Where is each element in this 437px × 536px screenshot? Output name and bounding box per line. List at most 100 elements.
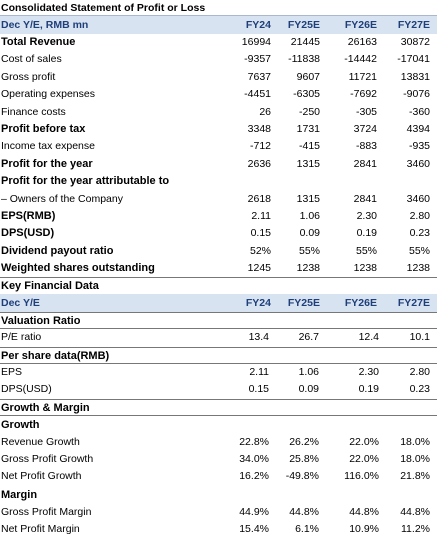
cell-value: 2.80	[409, 209, 430, 222]
cell-value: 11.2%	[401, 523, 430, 536]
cell-value: -712	[249, 140, 271, 153]
table-row: Gross Profit Growth 34.0% 25.8% 22.0% 18.0%	[0, 451, 437, 468]
cell-value: 3724	[353, 122, 377, 135]
cell-value: 26.7	[298, 331, 319, 344]
cell-value: 0.15	[248, 383, 269, 396]
cell-value: 4394	[406, 122, 430, 135]
table-row: DPS(USD) 0.15 0.09 0.19 0.23	[0, 225, 437, 242]
table-row: EPS(RMB) 2.11 1.06 2.30 2.80	[0, 208, 437, 225]
cell-value: 0.09	[299, 227, 320, 240]
row-label: EPS(RMB)	[1, 209, 56, 222]
cell-value: 18.0%	[400, 453, 430, 466]
cell-value: -9076	[403, 88, 430, 101]
cell-value: 34.0%	[239, 453, 269, 466]
cell-value: -11838	[288, 53, 320, 66]
table-row: Revenue Growth 22.8% 26.2% 22.0% 18.0%	[0, 434, 437, 451]
kfd-header-col: FY26E	[344, 297, 377, 310]
cell-value: 3460	[406, 192, 430, 205]
cell-value: 1.06	[298, 365, 319, 378]
cell-value: 6.1%	[295, 523, 319, 536]
row-label: – Owners of the Company	[1, 192, 123, 205]
kfd-title: Key Financial Data	[0, 277, 437, 294]
row-label: Weighted shares outstanding	[1, 262, 155, 275]
cell-value	[320, 173, 377, 190]
per-share-section-title: Per share data(RMB)	[0, 346, 437, 364]
margin-subsection-title: Margin	[1, 488, 38, 501]
row-label: Operating expenses	[1, 88, 95, 101]
cell-value: -4451	[244, 88, 271, 101]
cell-value: 10.1	[409, 331, 430, 344]
cell-value: 9607	[296, 70, 320, 83]
cell-value: 26163	[347, 36, 377, 48]
cell-value: 26	[259, 105, 271, 118]
cell-value: 13.4	[248, 331, 269, 344]
table-row: Operating expenses -4451 -6305 -7692 -9076	[0, 86, 437, 103]
table-row: Total Revenue 16994 21445 26163 30872	[0, 34, 437, 51]
kfd-header-label: Dec Y/E	[1, 297, 40, 310]
table-row: Gross Profit Margin 44.9% 44.8% 44.8% 44.8%	[0, 504, 437, 521]
cell-value: 1315	[296, 157, 320, 170]
cell-value: -415	[298, 140, 320, 153]
table-row: Dividend payout ratio 52% 55% 55% 55%	[0, 243, 437, 260]
cell-value: 3460	[406, 157, 430, 170]
cell-value: 2841	[353, 192, 377, 205]
row-label: DPS(USD)	[1, 227, 55, 240]
pl-header-row: Dec Y/E, RMB mn FY24 FY25E FY26E FY27E	[0, 16, 437, 34]
row-label: Profit before tax	[1, 122, 86, 135]
cell-value: 1238	[406, 262, 430, 275]
cell-value: 16.2%	[239, 470, 269, 483]
cell-value: -360	[408, 105, 430, 118]
row-label: Cost of sales	[1, 53, 62, 66]
cell-value: 0.15	[250, 227, 271, 240]
row-label: Revenue Growth	[1, 435, 80, 448]
cell-value: 1315	[296, 192, 320, 205]
cell-value	[226, 173, 271, 190]
row-label: DPS(USD)	[1, 383, 52, 396]
cell-value: 16994	[241, 36, 271, 48]
table-row: Profit for the year 2636 1315 2841 3460	[0, 156, 437, 173]
cell-value: -883	[355, 140, 377, 153]
cell-value: 44.8%	[349, 505, 379, 518]
row-label: Income tax expense	[1, 140, 95, 153]
cell-value: 12.4	[358, 331, 379, 344]
cell-value: 10.9%	[349, 523, 379, 536]
cell-value: 55%	[298, 244, 320, 257]
row-label: Gross Profit Margin	[1, 505, 92, 518]
cell-value: 2618	[247, 192, 271, 205]
cell-value: 116.0%	[344, 470, 379, 483]
cell-value: 0.23	[409, 383, 430, 396]
row-label: Profit for the year	[1, 157, 93, 170]
growth-margin-section-title: Growth & Margin	[0, 398, 437, 416]
cell-value: 2636	[247, 157, 271, 170]
row-label: Net Profit Margin	[1, 523, 80, 536]
cell-value: 0.19	[358, 383, 379, 396]
cell-value	[377, 173, 430, 190]
cell-value: 0.09	[298, 383, 319, 396]
cell-value: 21445	[290, 36, 320, 48]
cell-value: 26.2%	[289, 435, 319, 448]
cell-value: 2.11	[249, 365, 269, 378]
cell-value: 22.0%	[349, 435, 379, 448]
cell-value: 0.19	[356, 227, 377, 240]
table-row: Finance costs 26 -250 -305 -360	[0, 104, 437, 121]
cell-value: 2841	[353, 157, 377, 170]
row-label: Total Revenue	[1, 36, 76, 48]
kfd-header-col: FY24	[245, 297, 271, 310]
table-row: P/E ratio 13.4 26.7 12.4 10.1	[0, 329, 437, 346]
table-row: DPS(USD) 0.15 0.09 0.19 0.23	[0, 381, 437, 398]
cell-value: 1.06	[299, 209, 320, 222]
growth-subsection-title: Growth	[1, 418, 40, 431]
valuation-section-title: Valuation Ratio	[0, 312, 437, 330]
cell-value: 1731	[296, 122, 320, 135]
pl-header-col: FY24	[245, 19, 271, 31]
cell-value: 1238	[296, 262, 320, 275]
kfd-header-col: FY25E	[287, 297, 320, 310]
pl-header-col: FY26E	[344, 19, 377, 31]
cell-value: 55%	[408, 244, 430, 257]
cell-value: 0.23	[409, 227, 430, 240]
cell-value: -6305	[293, 88, 320, 101]
row-label: EPS	[1, 365, 23, 378]
row-label: Gross Profit Growth	[1, 453, 94, 466]
cell-value: -14442	[344, 53, 377, 66]
